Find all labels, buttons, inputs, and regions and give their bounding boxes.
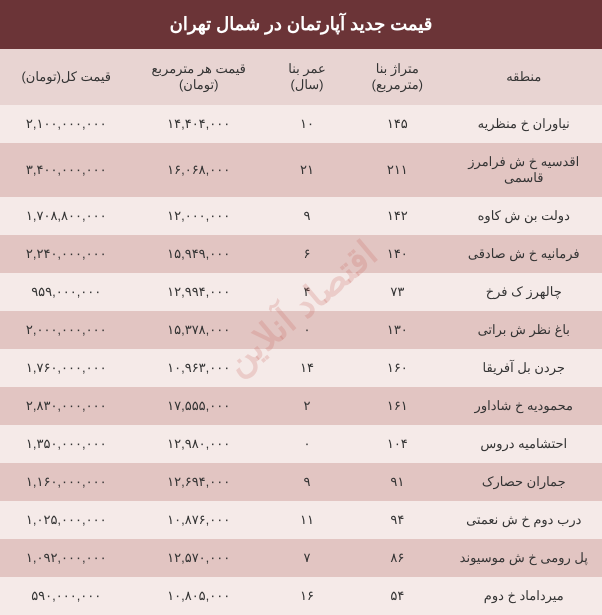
- cell-region: درب دوم خ ش نعمتی: [445, 501, 602, 539]
- cell-area: ۹۱: [349, 463, 445, 501]
- table-row: احتشامیه دروس۱۰۴۰۱۲,۹۸۰,۰۰۰۱,۳۵۰,۰۰۰,۰۰۰: [0, 425, 602, 463]
- table-body: نیاوران خ منظریه۱۴۵۱۰۱۴,۴۰۴,۰۰۰۲,۱۰۰,۰۰۰…: [0, 105, 602, 615]
- cell-age: ۱۶: [265, 577, 349, 615]
- cell-price-per-meter: ۱۷,۵۵۵,۰۰۰: [132, 387, 264, 425]
- table-title: قیمت جدید آپارتمان در شمال تهران: [0, 0, 602, 49]
- cell-age: ۶: [265, 235, 349, 273]
- cell-region: جماران حصارک: [445, 463, 602, 501]
- table-row: محمودیه خ شاداور۱۶۱۲۱۷,۵۵۵,۰۰۰۲,۸۳۰,۰۰۰,…: [0, 387, 602, 425]
- cell-total-price: ۲,۸۳۰,۰۰۰,۰۰۰: [0, 387, 132, 425]
- table-row: دولت بن ش کاوه۱۴۲۹۱۲,۰۰۰,۰۰۰۱,۷۰۸,۸۰۰,۰۰…: [0, 197, 602, 235]
- cell-total-price: ۱,۷۶۰,۰۰۰,۰۰۰: [0, 349, 132, 387]
- cell-price-per-meter: ۱۰,۸۰۵,۰۰۰: [132, 577, 264, 615]
- table-row: چالهرز ک فرخ۷۳۴۱۲,۹۹۴,۰۰۰۹۵۹,۰۰۰,۰۰۰: [0, 273, 602, 311]
- table-row: جماران حصارک۹۱۹۱۲,۶۹۴,۰۰۰۱,۱۶۰,۰۰۰,۰۰۰: [0, 463, 602, 501]
- cell-total-price: ۹۵۹,۰۰۰,۰۰۰: [0, 273, 132, 311]
- table-row: درب دوم خ ش نعمتی۹۴۱۱۱۰,۸۷۶,۰۰۰۱,۰۲۵,۰۰۰…: [0, 501, 602, 539]
- cell-price-per-meter: ۱۰,۹۶۳,۰۰۰: [132, 349, 264, 387]
- cell-total-price: ۲,۲۴۰,۰۰۰,۰۰۰: [0, 235, 132, 273]
- cell-total-price: ۱,۷۰۸,۸۰۰,۰۰۰: [0, 197, 132, 235]
- col-header-age: عمر بنا (سال): [265, 49, 349, 105]
- col-header-area: متراژ بنا (مترمربع): [349, 49, 445, 105]
- cell-age: ۴: [265, 273, 349, 311]
- cell-price-per-meter: ۱۶,۰۶۸,۰۰۰: [132, 143, 264, 197]
- table-row: جردن بل آفریقا۱۶۰۱۴۱۰,۹۶۳,۰۰۰۱,۷۶۰,۰۰۰,۰…: [0, 349, 602, 387]
- cell-area: ۱۴۰: [349, 235, 445, 273]
- cell-region: چالهرز ک فرخ: [445, 273, 602, 311]
- cell-region: فرمانیه خ ش صادقی: [445, 235, 602, 273]
- cell-area: ۵۴: [349, 577, 445, 615]
- table-row: فرمانیه خ ش صادقی۱۴۰۶۱۵,۹۴۹,۰۰۰۲,۲۴۰,۰۰۰…: [0, 235, 602, 273]
- cell-total-price: ۵۹۰,۰۰۰,۰۰۰: [0, 577, 132, 615]
- cell-price-per-meter: ۱۲,۹۸۰,۰۰۰: [132, 425, 264, 463]
- cell-area: ۱۰۴: [349, 425, 445, 463]
- cell-age: ۱۰: [265, 105, 349, 143]
- cell-total-price: ۱,۱۶۰,۰۰۰,۰۰۰: [0, 463, 132, 501]
- table-row: پل رومی خ ش موسیوند۸۶۷۱۲,۵۷۰,۰۰۰۱,۰۹۲,۰۰…: [0, 539, 602, 577]
- cell-total-price: ۳,۴۰۰,۰۰۰,۰۰۰: [0, 143, 132, 197]
- cell-area: ۲۱۱: [349, 143, 445, 197]
- table-header-row: منطقه متراژ بنا (مترمربع) عمر بنا (سال) …: [0, 49, 602, 105]
- cell-area: ۱۶۰: [349, 349, 445, 387]
- cell-age: ۷: [265, 539, 349, 577]
- cell-age: ۲۱: [265, 143, 349, 197]
- cell-region: احتشامیه دروس: [445, 425, 602, 463]
- cell-price-per-meter: ۱۵,۹۴۹,۰۰۰: [132, 235, 264, 273]
- cell-area: ۱۴۵: [349, 105, 445, 143]
- cell-region: اقدسیه خ ش فرامرز قاسمی: [445, 143, 602, 197]
- cell-price-per-meter: ۱۲,۶۹۴,۰۰۰: [132, 463, 264, 501]
- cell-price-per-meter: ۱۰,۸۷۶,۰۰۰: [132, 501, 264, 539]
- table-row: باغ نظر ش براتی۱۳۰۰۱۵,۳۷۸,۰۰۰۲,۰۰۰,۰۰۰,۰…: [0, 311, 602, 349]
- cell-total-price: ۲,۰۰۰,۰۰۰,۰۰۰: [0, 311, 132, 349]
- table-row: نیاوران خ منظریه۱۴۵۱۰۱۴,۴۰۴,۰۰۰۲,۱۰۰,۰۰۰…: [0, 105, 602, 143]
- cell-age: ۰: [265, 311, 349, 349]
- cell-price-per-meter: ۱۲,۵۷۰,۰۰۰: [132, 539, 264, 577]
- cell-area: ۸۶: [349, 539, 445, 577]
- cell-age: ۹: [265, 197, 349, 235]
- cell-age: ۹: [265, 463, 349, 501]
- cell-area: ۱۴۲: [349, 197, 445, 235]
- col-header-total-price: قیمت کل(تومان): [0, 49, 132, 105]
- cell-area: ۷۳: [349, 273, 445, 311]
- cell-age: ۱۴: [265, 349, 349, 387]
- cell-area: ۱۶۱: [349, 387, 445, 425]
- cell-region: دولت بن ش کاوه: [445, 197, 602, 235]
- cell-total-price: ۱,۰۲۵,۰۰۰,۰۰۰: [0, 501, 132, 539]
- table-row: اقدسیه خ ش فرامرز قاسمی۲۱۱۲۱۱۶,۰۶۸,۰۰۰۳,…: [0, 143, 602, 197]
- cell-total-price: ۱,۰۹۲,۰۰۰,۰۰۰: [0, 539, 132, 577]
- col-header-price-per-meter: قیمت هر مترمربع (تومان): [132, 49, 264, 105]
- cell-price-per-meter: ۱۲,۰۰۰,۰۰۰: [132, 197, 264, 235]
- cell-region: پل رومی خ ش موسیوند: [445, 539, 602, 577]
- cell-region: جردن بل آفریقا: [445, 349, 602, 387]
- cell-region: محمودیه خ شاداور: [445, 387, 602, 425]
- table-row: میرداماد خ دوم۵۴۱۶۱۰,۸۰۵,۰۰۰۵۹۰,۰۰۰,۰۰۰: [0, 577, 602, 615]
- cell-price-per-meter: ۱۵,۳۷۸,۰۰۰: [132, 311, 264, 349]
- cell-age: ۰: [265, 425, 349, 463]
- cell-total-price: ۲,۱۰۰,۰۰۰,۰۰۰: [0, 105, 132, 143]
- cell-age: ۱۱: [265, 501, 349, 539]
- price-table-container: قیمت جدید آپارتمان در شمال تهران منطقه م…: [0, 0, 602, 615]
- cell-region: باغ نظر ش براتی: [445, 311, 602, 349]
- cell-region: میرداماد خ دوم: [445, 577, 602, 615]
- col-header-region: منطقه: [445, 49, 602, 105]
- cell-age: ۲: [265, 387, 349, 425]
- cell-region: نیاوران خ منظریه: [445, 105, 602, 143]
- cell-total-price: ۱,۳۵۰,۰۰۰,۰۰۰: [0, 425, 132, 463]
- apartment-price-table: منطقه متراژ بنا (مترمربع) عمر بنا (سال) …: [0, 49, 602, 615]
- cell-price-per-meter: ۱۲,۹۹۴,۰۰۰: [132, 273, 264, 311]
- cell-area: ۱۳۰: [349, 311, 445, 349]
- cell-price-per-meter: ۱۴,۴۰۴,۰۰۰: [132, 105, 264, 143]
- cell-area: ۹۴: [349, 501, 445, 539]
